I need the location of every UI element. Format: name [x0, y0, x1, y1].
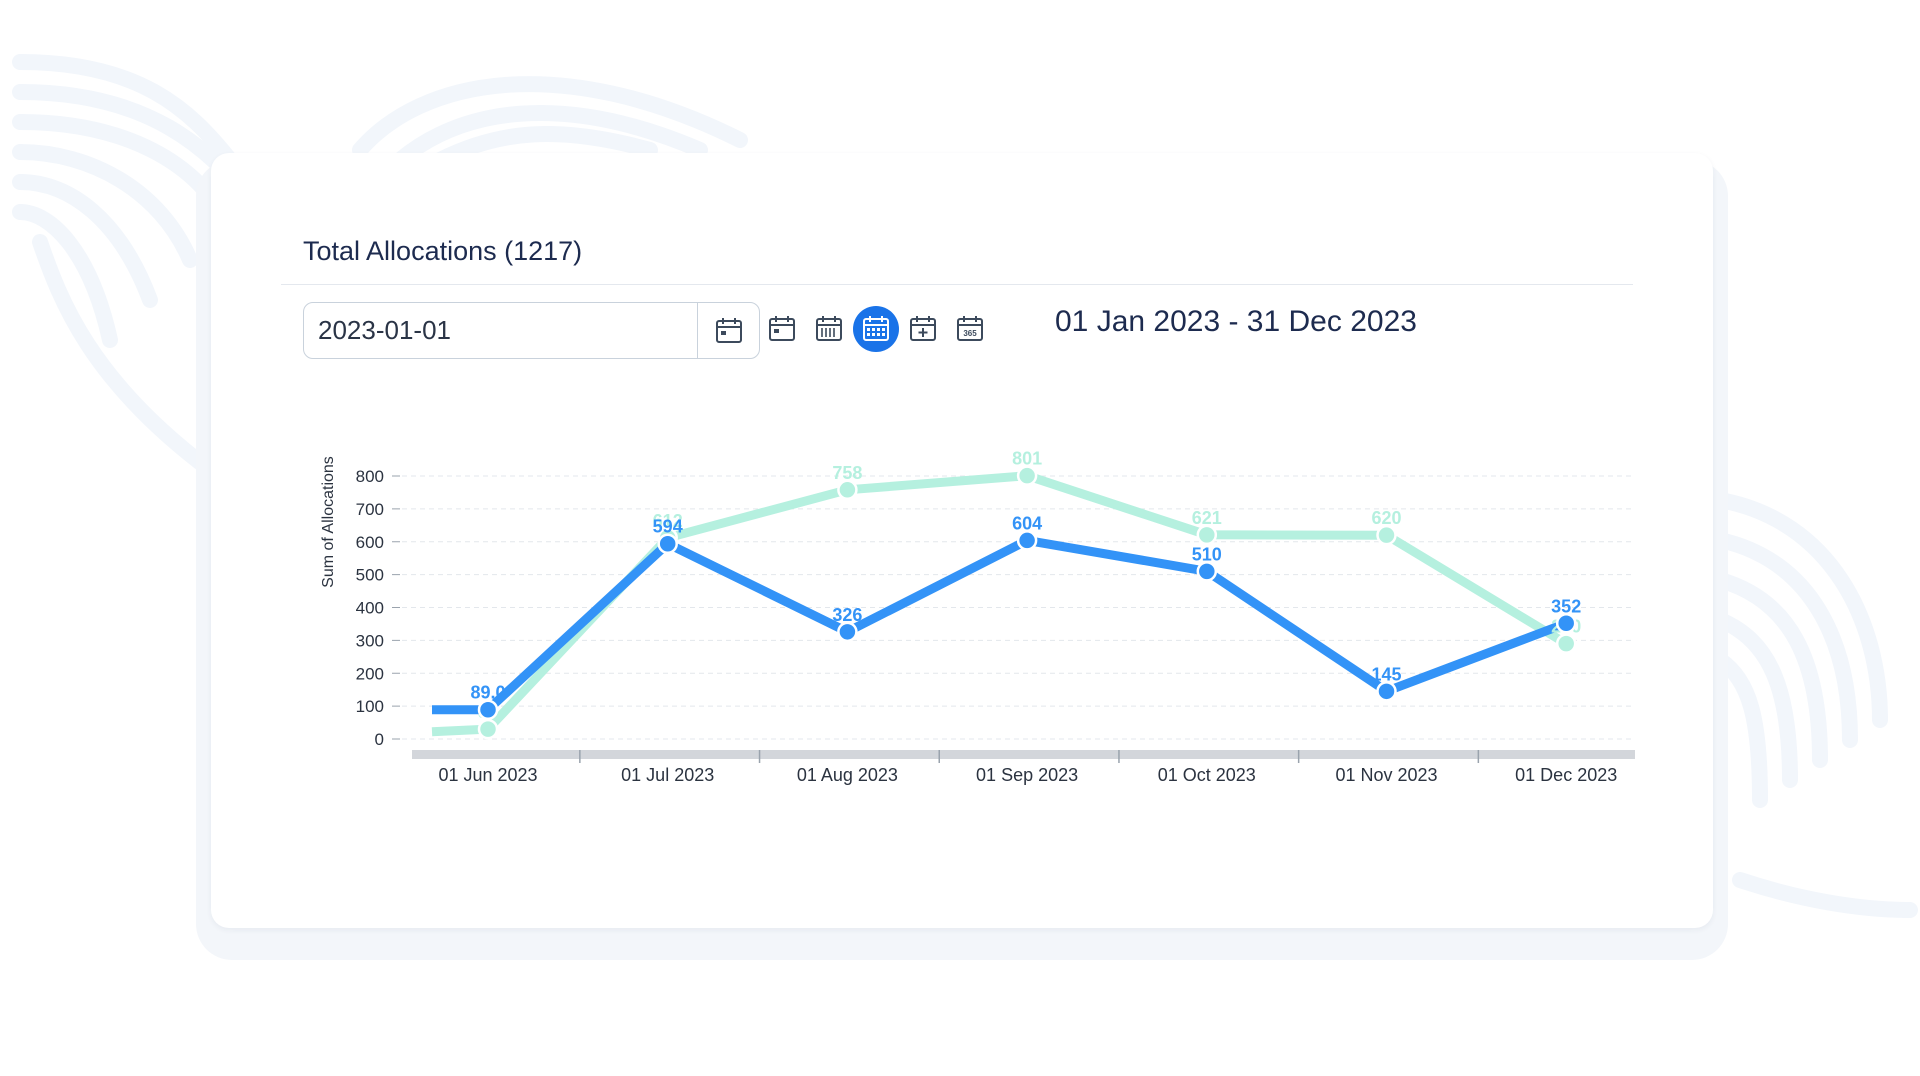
series-1-point	[1376, 524, 1397, 546]
x-tick-label: 01 Jun 2023	[438, 765, 537, 785]
series-2-point	[1555, 613, 1577, 634]
x-axis-band	[412, 750, 1635, 759]
period-custom-button[interactable]	[900, 306, 946, 352]
date-picker-button[interactable]	[697, 303, 760, 358]
series-1-point	[477, 718, 499, 740]
series-1-data-label: 612	[653, 511, 683, 531]
card-title: Total Allocations (1217)	[303, 236, 583, 266]
calendar-week-icon	[816, 316, 842, 341]
series-2-data-label: 594	[653, 517, 683, 537]
calendar-year-icon: 365	[957, 316, 983, 341]
x-tick-label: 01 Dec 2023	[1515, 765, 1617, 785]
series-1-data-label: 621	[1192, 508, 1222, 528]
y-tick-label: 600	[356, 533, 384, 552]
series-1-data-label: 801	[1012, 449, 1042, 469]
series-2-point	[1016, 530, 1038, 551]
series-1-data-label: 758	[832, 463, 862, 483]
series-1-point	[837, 479, 858, 501]
period-day-button[interactable]	[759, 306, 805, 352]
series-2-data-label: 326	[832, 605, 862, 625]
y-tick-label: 0	[375, 730, 384, 749]
calendar-icon	[716, 317, 742, 343]
y-tick-label: 700	[356, 500, 384, 519]
y-tick-label: 500	[356, 566, 384, 585]
x-tick-label: 01 Jul 2023	[621, 765, 714, 785]
period-year-button[interactable]: 365	[947, 306, 993, 352]
y-tick-label: 300	[356, 631, 384, 650]
period-week-button[interactable]	[806, 306, 852, 352]
series-2-point	[1196, 561, 1218, 582]
year-icon-text: 365	[963, 329, 977, 338]
series-layer: 3061275880162162029089.05943266045101453…	[431, 449, 1581, 740]
series-2-data-label: 145	[1371, 664, 1401, 684]
series-1-point	[1196, 524, 1218, 546]
x-tick-label: 01 Nov 2023	[1335, 765, 1437, 785]
calendar-month-icon	[863, 316, 889, 341]
y-axis-label: Sum of Allocations	[320, 456, 337, 588]
series-2-data-label: 352	[1551, 596, 1581, 616]
series-2-data-label: 604	[1012, 513, 1042, 533]
series-1-data-label: 620	[1371, 508, 1401, 528]
title-divider	[281, 284, 1633, 285]
series-2-point	[477, 699, 499, 720]
series-2-point	[837, 621, 858, 643]
period-month-button[interactable]	[853, 306, 899, 352]
series-2-data-label: 510	[1192, 544, 1222, 564]
x-tick-label: 01 Oct 2023	[1158, 765, 1256, 785]
series-2-data-label: 89.0	[470, 683, 505, 703]
calendar-day-icon	[769, 316, 795, 341]
y-tick-label: 800	[356, 467, 384, 486]
series-1-point	[1555, 633, 1577, 654]
calendar-add-icon	[910, 316, 936, 341]
date-input-field[interactable]	[304, 303, 696, 358]
y-tick-label: 400	[356, 599, 384, 618]
y-tick-label: 200	[356, 664, 384, 683]
allocations-card: Total Allocations (1217)	[211, 153, 1713, 928]
series-2-line	[432, 535, 1568, 715]
series-2-point	[657, 533, 678, 554]
series-1-line	[431, 471, 1569, 737]
x-tick-label: 01 Aug 2023	[797, 765, 898, 785]
series-2-point	[1376, 681, 1397, 702]
date-range-label: 01 Jan 2023 - 31 Dec 2023	[1055, 305, 1417, 338]
grid-layer	[402, 475, 1635, 740]
date-picker	[303, 302, 760, 359]
y-tick-label: 100	[356, 697, 384, 716]
x-tick-label: 01 Sep 2023	[976, 765, 1078, 785]
axis-layer: Sum of Allocations 0 100 200 300 400 500 600 70…	[320, 456, 1635, 785]
series-1-point	[1016, 465, 1038, 486]
